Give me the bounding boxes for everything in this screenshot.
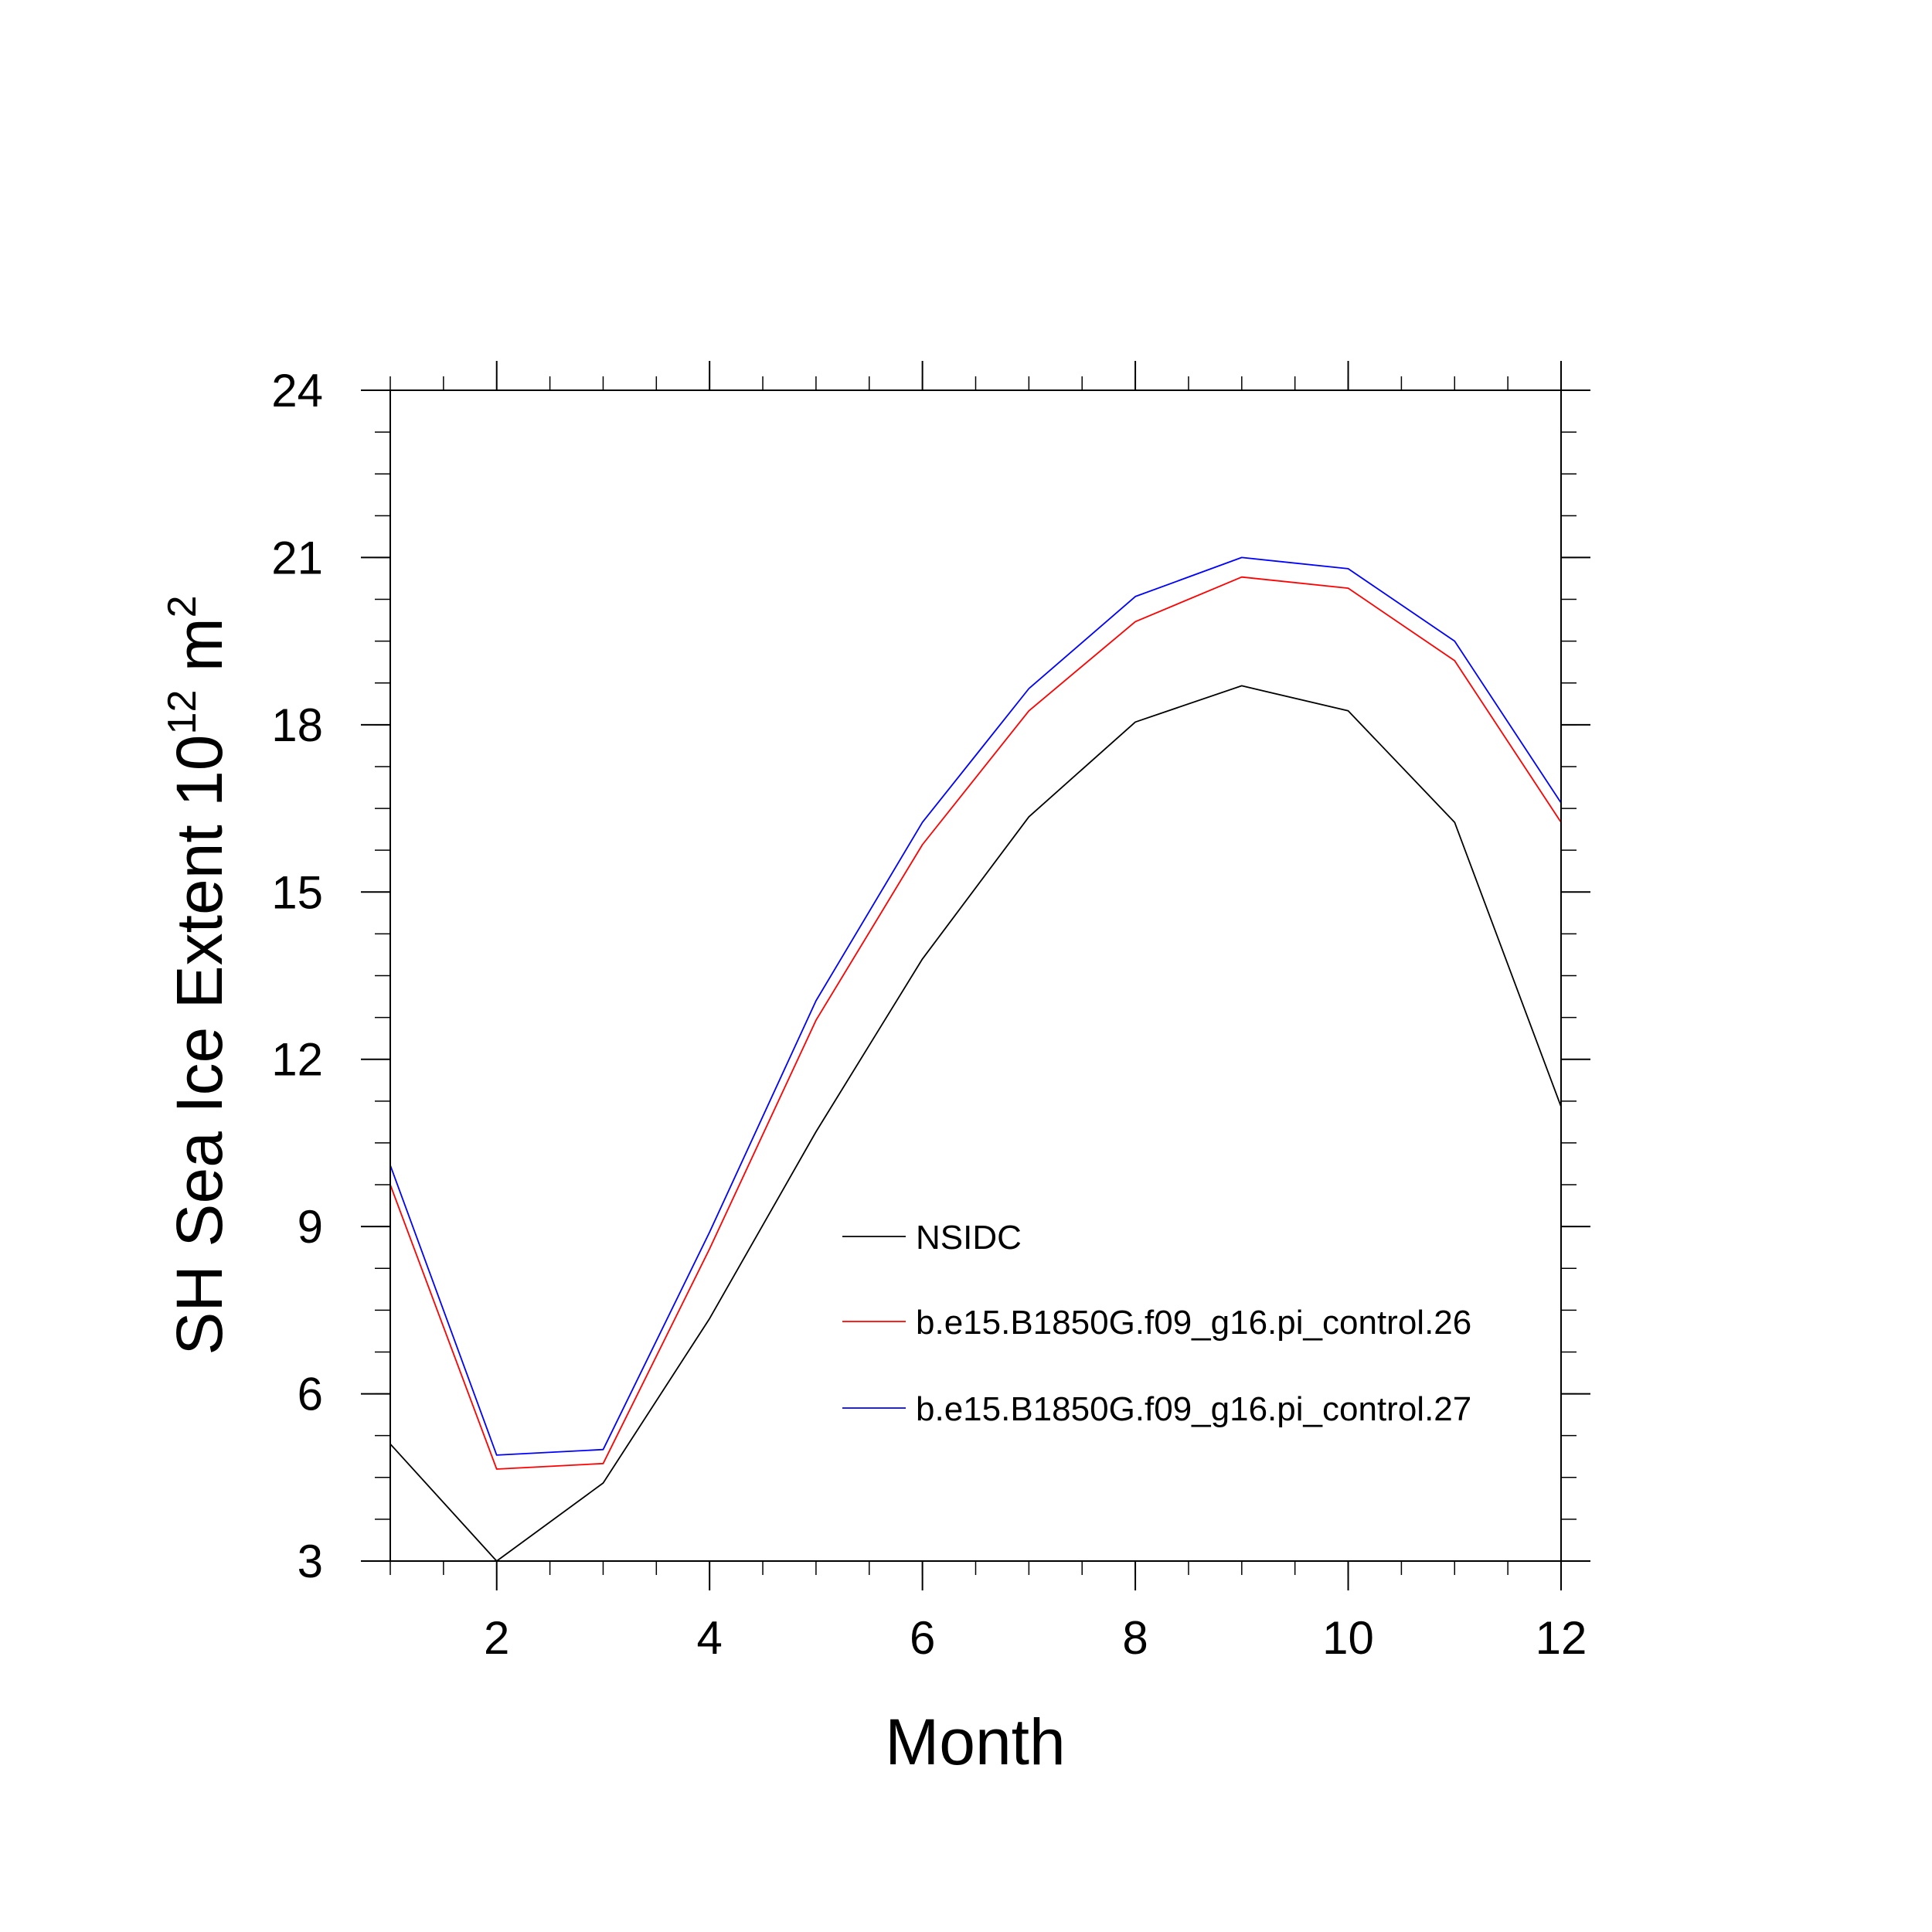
y-tick-label: 3: [298, 1536, 323, 1587]
x-tick-label: 12: [1536, 1612, 1587, 1664]
y-tick-label: 6: [298, 1369, 323, 1420]
legend-label: NSIDC: [916, 1219, 1022, 1257]
y-tick-label: 9: [298, 1201, 323, 1253]
x-tick-label: 8: [1122, 1612, 1148, 1664]
y-axis-title-unit-exponent: 2: [160, 595, 205, 617]
y-tick-label: 21: [271, 532, 323, 583]
series-line: [389, 556, 1562, 1456]
x-tick-label: 6: [910, 1612, 935, 1664]
legend-label: b.e15.B1850G.f09_g16.pi_control.26: [916, 1304, 1471, 1342]
series-lines: [389, 556, 1562, 1562]
y-axis-title-main: SH Sea Ice Extent 10: [163, 734, 236, 1355]
plot-frame: [389, 389, 1562, 1562]
y-axis-title: SH Sea Ice Extent 1012 m2: [160, 595, 236, 1355]
y-tick-label: 15: [271, 866, 323, 918]
y-tick-label: 12: [271, 1034, 323, 1086]
series-line: [389, 576, 1562, 1470]
legend-label: b.e15.B1850G.f09_g16.pi_control.27: [916, 1390, 1471, 1428]
y-tick-label: 24: [271, 365, 323, 417]
x-tick-label: 4: [696, 1612, 722, 1664]
y-axis-title-unit: m: [163, 617, 236, 689]
x-tick-label: 10: [1322, 1612, 1374, 1664]
legend: NSIDC b.e15.B1850G.f09_g16.pi_control.26b…: [842, 1219, 1471, 1428]
x-tick-label: 2: [484, 1612, 509, 1664]
x-axis-title: Month: [885, 1706, 1065, 1778]
y-tick-label: 18: [271, 699, 323, 751]
series-line: [389, 685, 1562, 1562]
y-axis-title-exponent: 12: [160, 690, 205, 735]
major-ticks: [361, 361, 1590, 1590]
